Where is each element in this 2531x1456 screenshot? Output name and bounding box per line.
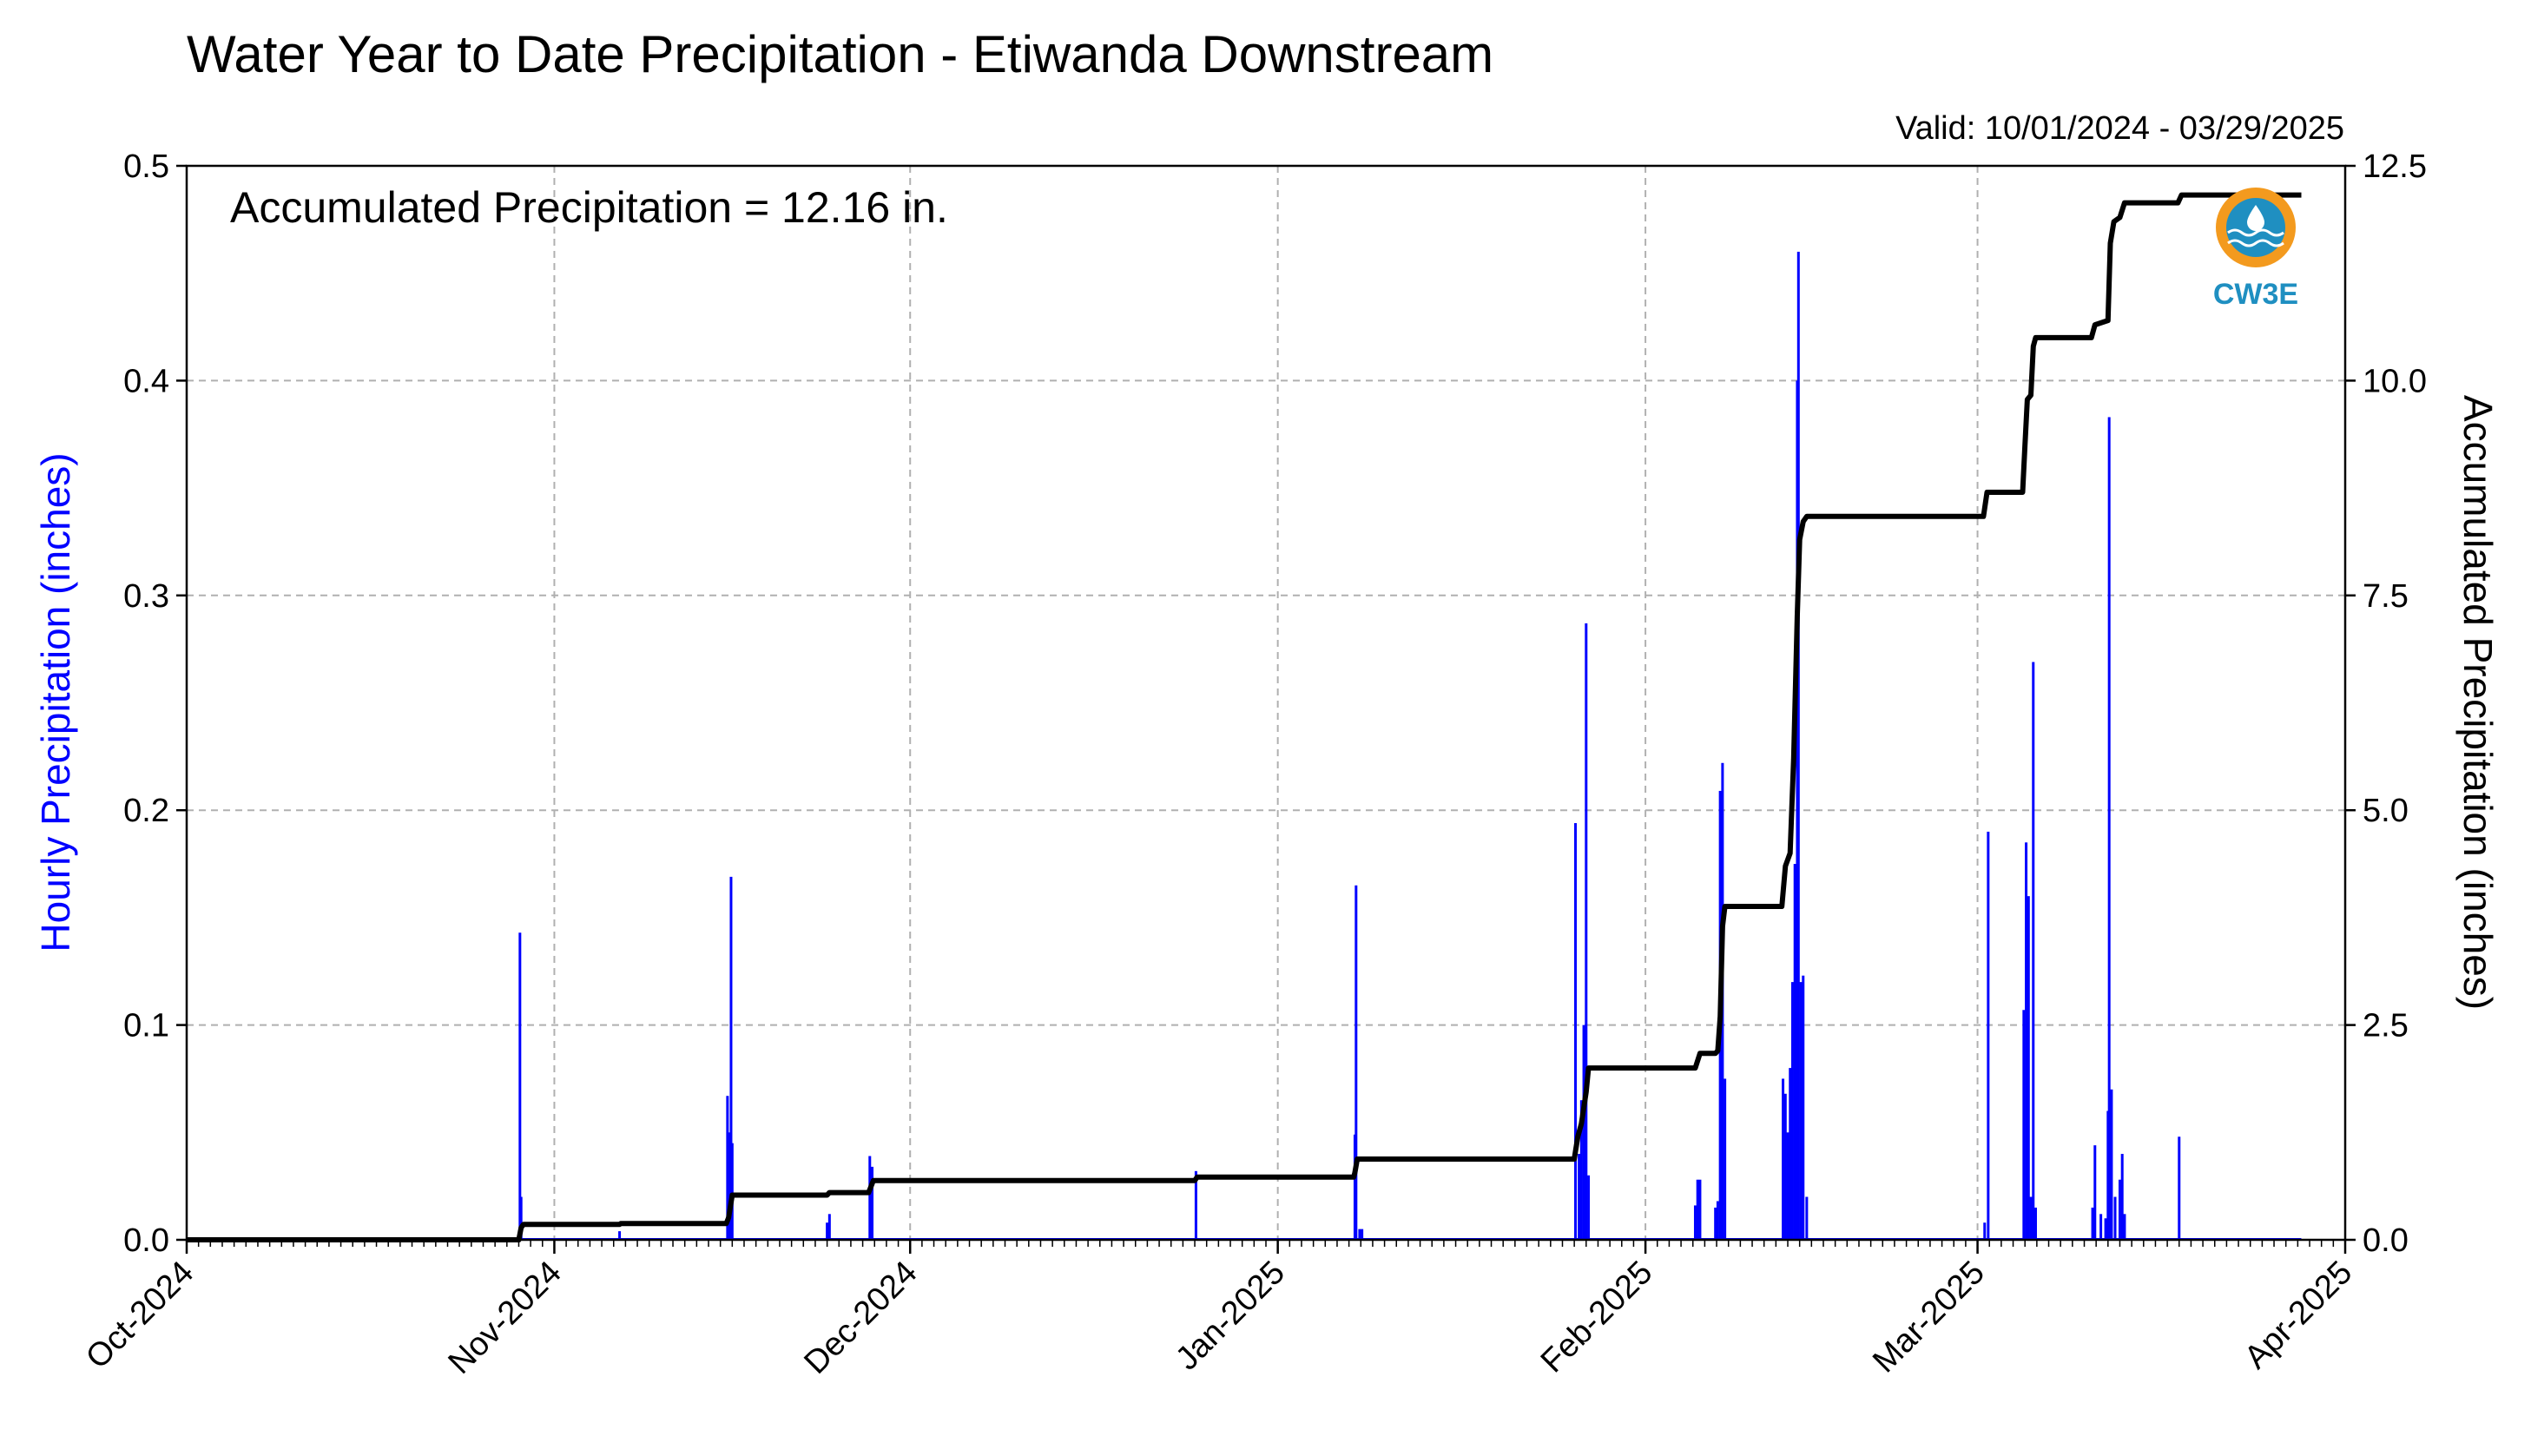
right-axis-label: Accumulated Precipitation (inches) (2455, 395, 2501, 1010)
hourly-bar (1194, 1170, 1197, 1240)
hourly-bar (827, 1214, 831, 1240)
hourly-bar (1698, 1179, 1702, 1240)
left-tick-label: 0.0 (123, 1222, 169, 1259)
hourly-bar (729, 876, 733, 1240)
hourly-bar (1361, 1229, 1364, 1240)
hourly-bar (2022, 1010, 2026, 1240)
hourly-bar (2027, 896, 2030, 1240)
hourly-bar (1358, 1229, 1361, 1240)
right-tick-label: 7.5 (2363, 578, 2409, 615)
hourly-bar (726, 1096, 729, 1240)
x-tick-label: Feb-2025 (1534, 1255, 1660, 1380)
hourly-bar (1579, 1100, 1583, 1240)
logo-wave-icon (2227, 239, 2284, 247)
hourly-bar (730, 1143, 734, 1240)
hourly-bar (1786, 1132, 1789, 1240)
hourly-bar (1796, 251, 1800, 1241)
left-tick-label: 0.2 (123, 793, 169, 829)
x-tick-label: Nov-2024 (442, 1255, 569, 1381)
plot-frame (185, 164, 2347, 1242)
right-tick-label: 2.5 (2363, 1008, 2409, 1044)
hourly-bar (1716, 1201, 1719, 1240)
hourly-bar (1693, 1205, 1697, 1240)
hourly-bar (2033, 1207, 2037, 1240)
hourly-bar (1585, 623, 1588, 1240)
hourly-bar (2110, 1089, 2113, 1240)
hourly-bar (1714, 1207, 1717, 1240)
hourly-bar (1983, 1222, 1987, 1240)
x-tick-label: Dec-2024 (797, 1255, 924, 1381)
hourly-bar (1790, 982, 1794, 1240)
left-tick-label: 0.3 (123, 578, 169, 615)
x-tick-label: Oct-2024 (79, 1255, 201, 1376)
hourly-bar (1724, 1078, 1727, 1240)
hourly-bar (1793, 864, 1796, 1240)
right-tick-label: 12.5 (2363, 148, 2427, 185)
accumulated-line (187, 192, 2302, 1242)
hourly-bar (1805, 1196, 1809, 1240)
hourly-bar (2123, 1214, 2126, 1240)
hourly-bar (1587, 1175, 1591, 1240)
hourly-bar (826, 1222, 829, 1240)
hourly-bar (2178, 1136, 2181, 1240)
hourly-bar (2107, 417, 2111, 1240)
hourly-bar (868, 1156, 872, 1240)
cw3e-logo: CW3E (2213, 188, 2298, 311)
right-tick-label: 10.0 (2363, 363, 2427, 399)
hourly-bar (1783, 1093, 1787, 1240)
hourly-bar (1574, 823, 1578, 1240)
hourly-bar (618, 1231, 622, 1240)
left-tick-label: 0.4 (123, 363, 169, 399)
chart-title: Water Year to Date Precipitation - Etiwa… (187, 25, 1493, 83)
hourly-bar (1782, 1078, 1785, 1240)
hourly-bar (1582, 1024, 1585, 1240)
right-tick-label: 5.0 (2363, 793, 2409, 829)
x-tick-label: Mar-2025 (1866, 1255, 1992, 1380)
hourly-bar (871, 1166, 874, 1240)
right-tick-label: 0.0 (2363, 1222, 2409, 1259)
hourly-bar (2029, 1196, 2033, 1240)
hourly-bar (2025, 842, 2028, 1240)
left-tick-label: 0.5 (123, 148, 169, 185)
logo-wave-icon (2227, 228, 2284, 237)
hourly-bar (1802, 975, 1805, 1240)
hourly-bar (1696, 1179, 1699, 1240)
hourly-bar (2099, 1214, 2103, 1240)
left-axis-label: Hourly Precipitation (inches) (33, 452, 78, 952)
hourly-bar (1987, 831, 1990, 1240)
left-tick-label: 0.1 (123, 1008, 169, 1044)
hourly-bar (1354, 885, 1358, 1240)
hourly-bars (187, 251, 2302, 1241)
accumulated-line-group (187, 192, 2302, 1242)
axes: 0.0 0.1 0.2 0.3 0.4 0.5 0.0 2.5 5.0 7.5 10.0 12.5 Oc… (79, 148, 2427, 1381)
hourly-bar (1799, 982, 1803, 1240)
hourly-bar (2093, 1145, 2097, 1240)
hourly-bar (2104, 1218, 2107, 1240)
x-tick-label: Jan-2025 (1169, 1255, 1292, 1378)
logo-droplet-icon (2247, 205, 2264, 231)
hourly-bar (2120, 1154, 2124, 1240)
x-tick-label: Apr-2025 (2238, 1255, 2359, 1376)
hourly-bar (2113, 1196, 2117, 1240)
hourly-bar (519, 1196, 523, 1240)
hourly-bar (1789, 1068, 1792, 1240)
grid-lines (187, 166, 2345, 1240)
hourly-bar (2118, 1179, 2121, 1240)
hourly-bar (1578, 1154, 1581, 1240)
accumulated-total-annotation: Accumulated Precipitation = 12.16 in. (230, 183, 948, 232)
hourly-bar (518, 932, 522, 1240)
hourly-bar (2032, 662, 2035, 1240)
logo-text: CW3E (2213, 278, 2298, 311)
valid-range: Valid: 10/01/2024 - 03/29/2025 (1895, 110, 2344, 147)
hourly-bar (2091, 1207, 2094, 1240)
